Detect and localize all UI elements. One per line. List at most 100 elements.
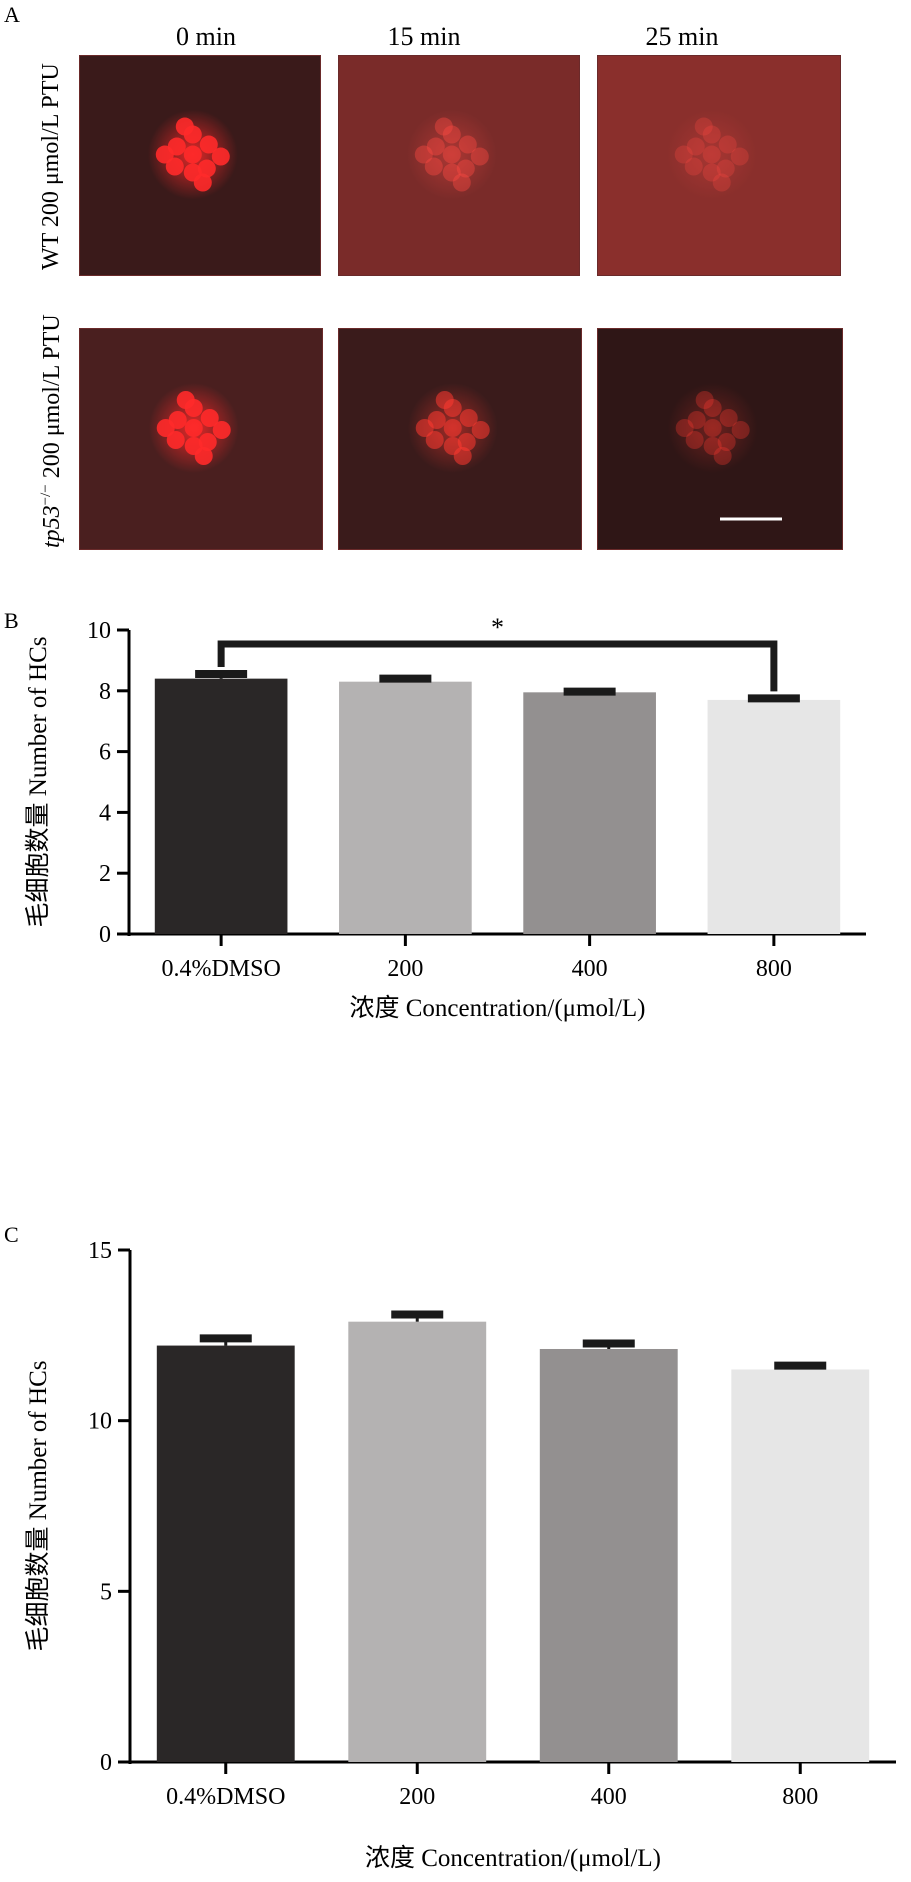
micrograph-wt-0min-cell (175, 117, 194, 136)
chart-b-xtick-label: 800 (756, 956, 792, 982)
micrograph-tp53-15min (338, 328, 582, 550)
micrograph-tp53-25min (597, 328, 843, 550)
chart-c-xtick-label: 200 (399, 1784, 435, 1810)
micrograph-tp53-25min-cell (687, 411, 706, 429)
row-label-wt-text: WT 200 μmol/L PTU (38, 63, 64, 270)
row-label-tp53-text: 200 μmol/L PTU (39, 314, 65, 485)
micrograph-tp53-25min-cell (703, 399, 722, 417)
chart-b: B 0 2 4 6 8 10 0.4%DMSO 200 400 800 * 毛细胞数量 Number … (4, 608, 866, 1022)
chart-b-significance-label: * (491, 613, 504, 642)
chart-b-y-axis-label: 毛细胞数量 Number of HCs (24, 637, 52, 928)
micrograph-tp53-0min-cell (176, 391, 195, 409)
micrograph-tp53-0min-cell (156, 419, 175, 437)
micrograph-tp53-15min-cell (459, 409, 478, 427)
chart-b-ytick-label: 4 (99, 800, 111, 826)
micrograph-tp53-15min-cell (453, 447, 472, 465)
micrograph-wt-0min (79, 55, 321, 276)
micrograph-tp53-25min-svg (598, 329, 842, 549)
micrograph-wt-15min-cell (426, 137, 445, 156)
chart-b-xtick-label: 200 (387, 956, 423, 982)
chart-b-xtick-label: 0.4%DMSO (161, 956, 280, 982)
panel-c-letter: C (4, 1222, 19, 1247)
micrograph-wt-15min-cell (442, 145, 461, 164)
micrograph-tp53-25min-cell (675, 419, 694, 437)
micrograph-tp53-25min-cell (703, 437, 722, 455)
micrograph-tp53-0min-svg (80, 329, 322, 549)
micrograph-wt-25min-cell (694, 117, 713, 136)
micrograph-tp53-25min-cell (713, 447, 732, 465)
column-label-0min: 0 min (176, 22, 236, 51)
row-label-tp53-gene: tp53 (39, 505, 65, 548)
chart-c-bar (156, 1345, 295, 1762)
micrograph-wt-25min-cell (686, 137, 705, 156)
micrograph-wt-25min-cell (712, 173, 731, 192)
chart-c-ytick-label: 0 (100, 1750, 112, 1776)
micrograph-wt-15min-cell (442, 125, 461, 144)
chart-c-bar (731, 1369, 870, 1762)
micrograph-tp53-0min-cell (198, 433, 217, 451)
micrograph-tp53-15min-cell (425, 431, 444, 449)
chart-c-ytick-label: 5 (100, 1579, 112, 1605)
chart-c: C 0 5 10 15 0.4%DMSO 200 400 800 毛细胞数量 Number of… (4, 1222, 896, 1872)
chart-c-xtick-label: 0.4%DMSO (166, 1784, 285, 1810)
micrograph-wt-15min-cell (458, 135, 477, 154)
micrograph-tp53-25min-cell (685, 431, 704, 449)
micrograph-tp53-15min-cell (457, 433, 476, 451)
chart-c-ytick-label: 10 (88, 1409, 112, 1435)
micrograph-tp53-15min-cell (415, 419, 434, 437)
micrograph-wt-15min-cell (414, 145, 433, 164)
micrograph-wt-15min-cell (434, 117, 453, 136)
micrograph-tp53-25min-cell (703, 419, 722, 437)
chart-b-x-axis-label: 浓度 Concentration/(μmol/L) (350, 994, 646, 1022)
panel-b-letter: B (4, 608, 19, 633)
micrograph-tp53-0min (79, 328, 323, 550)
micrograph-wt-0min-cell (197, 159, 216, 178)
chart-b-ytick-label: 2 (99, 861, 111, 887)
micrograph-wt-25min-cell (702, 163, 721, 182)
micrograph-wt-25min-cell (702, 145, 721, 164)
chart-b-bar (707, 699, 841, 934)
micrograph-wt-25min-cell (684, 157, 703, 176)
panel-a-letter: A (4, 2, 20, 27)
micrograph-tp53-25min-cell (731, 421, 750, 439)
micrograph-wt-0min-cell (199, 135, 218, 154)
micrograph-wt-25min-cell (702, 125, 721, 144)
micrograph-wt-25min-svg (598, 56, 840, 275)
column-label-25min: 25 min (645, 22, 719, 51)
micrograph-tp53-0min-cell (212, 421, 231, 439)
row-label-wt: WT 200 μmol/L PTU (38, 63, 65, 270)
micrograph-wt-0min-cell (211, 147, 230, 166)
micrograph-tp53-25min-cell (717, 433, 736, 451)
micrograph-wt-15min-cell (442, 163, 461, 182)
micrograph-wt-15min-cell (470, 147, 489, 166)
micrograph-wt-15min-cell (424, 157, 443, 176)
chart-c-xtick-label: 800 (782, 1784, 818, 1810)
micrograph-wt-15min-svg (339, 56, 579, 275)
micrograph-wt-0min-cell (155, 145, 174, 164)
micrograph-tp53-0min-cell (166, 431, 185, 449)
chart-c-ytick-label: 15 (88, 1238, 112, 1264)
chart-b-bar (154, 678, 288, 934)
chart-b-bar (523, 692, 656, 934)
micrograph-wt-15min-cell (452, 173, 471, 192)
micrograph-wt-15min-cell (456, 159, 475, 178)
chart-b-xtick-label: 400 (572, 956, 608, 982)
micrograph-wt-25min-glow (666, 109, 757, 200)
chart-c-bar (348, 1321, 487, 1762)
micrograph-tp53-15min-cell (435, 391, 454, 409)
row-label-tp53: tp53−/− 200 μmol/L PTU (38, 314, 66, 548)
chart-b-ytick-label: 8 (99, 679, 111, 705)
chart-b-ytick-label: 6 (99, 740, 111, 766)
micrograph-wt-15min (338, 55, 580, 276)
micrograph-tp53-25min-glow (667, 383, 758, 473)
chart-c-xtick-label: 400 (591, 1784, 627, 1810)
column-label-15min: 15 min (387, 22, 461, 51)
chart-b-ytick-label: 0 (99, 922, 111, 948)
micrograph-wt-0min-cell (183, 145, 202, 164)
micrograph-wt-25min-cell (716, 159, 735, 178)
micrograph-tp53-25min-cell (695, 391, 714, 409)
micrograph-tp53-25min-cell (719, 409, 738, 427)
micrograph-wt-25min-cell (730, 147, 749, 166)
micrograph-tp53-0min-cell (184, 419, 203, 437)
micrograph-tp53-15min-cell (443, 419, 462, 437)
